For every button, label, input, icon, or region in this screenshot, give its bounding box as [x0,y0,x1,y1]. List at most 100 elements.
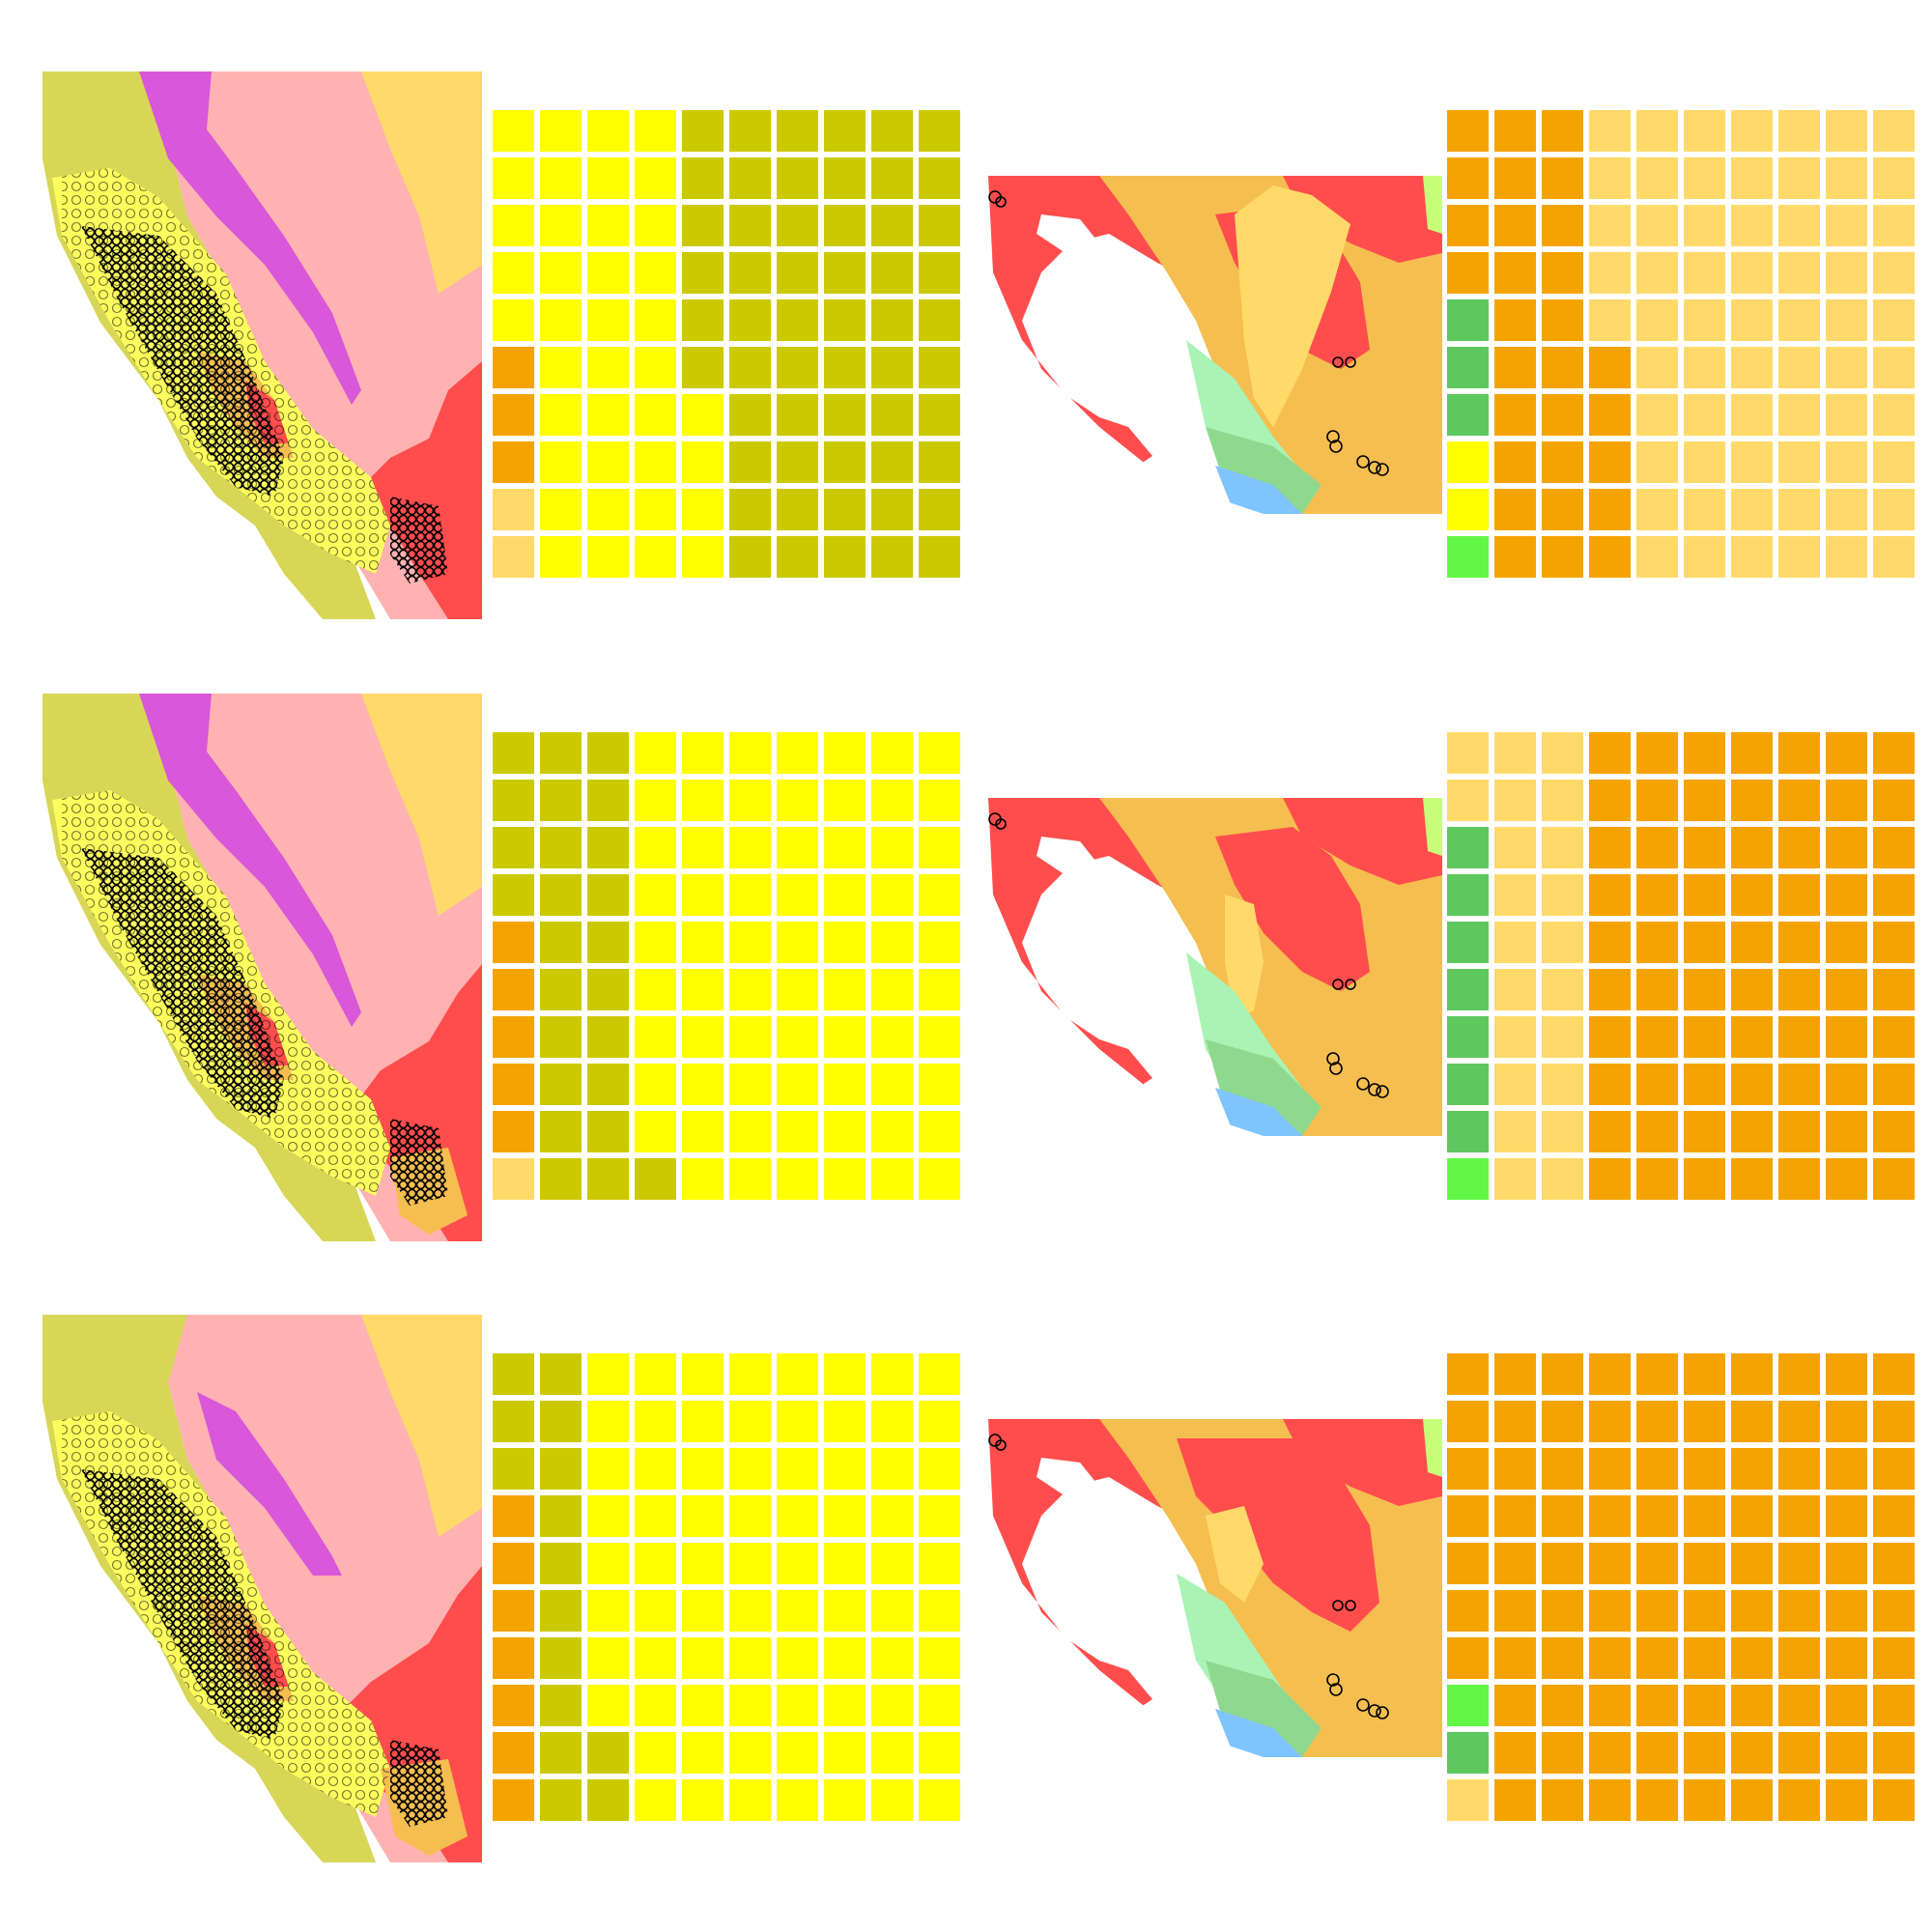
waffle-cell-light_orange [1494,1158,1536,1200]
waffle-cell-light_orange [1589,299,1631,341]
waffle-cell-yellow [824,1543,866,1584]
waffle-cell-olive [871,489,913,530]
waffle-cell-yellow [729,1543,771,1584]
waffle-cell-orange [1494,1779,1536,1821]
waffle-cell-olive [871,157,913,199]
waffle-cell-yellow [587,1590,629,1632]
waffle-cell-yellow [777,1637,818,1679]
waffle-cell-light_orange [1731,441,1773,483]
region-tropical [1423,798,1442,856]
waffle-cell-yellow [824,874,866,916]
waffle-cell-yellow [635,1353,676,1395]
waffle-cell-orange [1826,874,1867,916]
waffle-cell-yellow [635,732,676,774]
waffle-cell-olive [777,299,818,341]
waffle-cell-olive [729,536,771,578]
waffle-cell-orange [1873,1543,1915,1584]
waffle-cell-olive [919,489,960,530]
waffle-cell-orange [493,969,534,1010]
waffle-cell-orange [1636,1685,1678,1726]
waffle-cell-orange [1636,1779,1678,1821]
waffle-cell-orange [1873,969,1915,1010]
waffle-cell-orange [1873,1064,1915,1105]
waffle-cell-orange [1494,536,1536,578]
region-coast-white-bg [983,914,1264,1136]
waffle-cell-orange [1447,1637,1489,1679]
waffle-cell-light_orange [1447,1779,1489,1821]
waffle-cell-orange [1636,1064,1678,1105]
waffle-cell-yellow [635,922,676,963]
waffle-cell-orange [493,1590,534,1632]
waffle-cell-orange [1589,1543,1631,1584]
waffle-cell-yellow [919,922,960,963]
waffle-cell-olive [729,110,771,152]
waffle-cell-orange [1873,1111,1915,1152]
waffle-cell-bright_green [1447,1158,1489,1200]
waffle-cell-light_orange [1873,347,1915,388]
waffle-cell-olive [587,732,629,774]
region-hot-desert [361,361,482,619]
waffle-cell-yellow [729,1590,771,1632]
waffle-cell-orange [493,1637,534,1679]
waffle-cell-orange [1542,1543,1583,1584]
waffle-cell-yellow [587,1543,629,1584]
waffle-cell-yellow [635,205,676,246]
waffle-cell-orange [1447,252,1489,294]
waffle-cell-orange [1636,1401,1678,1442]
waffle-cell-orange [1684,922,1725,963]
region-foothills [1099,798,1442,1136]
waffle-cell-yellow [777,732,818,774]
waffle-cell-orange [1542,1590,1583,1632]
waffle-cell-light_orange [1589,157,1631,199]
waffle-cell-orange [1873,1353,1915,1395]
waffle-cell-orange [1542,205,1583,246]
waffle-cell-yellow [919,1016,960,1058]
waffle-cell-orange [1494,157,1536,199]
waffle-chart-row1-left [493,110,960,578]
waffle-cell-orange [1542,394,1583,436]
waffle-cell-yellow [493,205,534,246]
waffle-cell-light_orange [1684,252,1725,294]
waffle-cell-orange [1873,780,1915,821]
waffle-cell-yellow [682,827,724,868]
waffle-cell-light_orange [1873,252,1915,294]
waffle-cell-light_orange [1873,157,1915,199]
waffle-cell-yellow [682,1732,724,1774]
waffle-cell-orange [1684,1401,1725,1442]
waffle-cell-orange [1873,1448,1915,1490]
waffle-cell-orange [1873,1495,1915,1537]
waffle-cell-light_orange [1636,205,1678,246]
waffle-cell-yellow [777,1448,818,1490]
waffle-cell-yellow [682,732,724,774]
waffle-cell-light_orange [1873,536,1915,578]
waffle-cell-light_orange [1589,205,1631,246]
waffle-cell-light_orange [1873,489,1915,530]
waffle-cell-olive [587,1779,629,1821]
waffle-cell-light_orange [1684,489,1725,530]
waffle-cell-yellow [682,1158,724,1200]
waffle-cell-yellow [635,110,676,152]
waffle-cell-olive [777,441,818,483]
waffle-cell-orange [493,1495,534,1537]
waffle-cell-orange [1731,874,1773,916]
waffle-cell-olive [540,1111,582,1152]
waffle-cell-light_orange [1731,489,1773,530]
waffle-cell-orange [1778,1158,1820,1200]
waffle-cell-olive [919,441,960,483]
waffle-cell-light_orange [1494,732,1536,774]
waffle-cell-orange [1636,922,1678,963]
waffle-cell-yellow [871,1543,913,1584]
waffle-cell-olive [729,205,771,246]
waffle-cell-yellow [635,394,676,436]
waffle-cell-orange [1542,157,1583,199]
waffle-cell-green [1447,1111,1489,1152]
waffle-cell-yellow [729,1111,771,1152]
waffle-cell-olive [871,394,913,436]
waffle-cell-orange [1731,1353,1773,1395]
waffle-cell-light_orange [1589,110,1631,152]
waffle-cell-light_orange [1542,1064,1583,1105]
california-map-row3 [43,1315,482,1862]
waffle-cell-yellow [540,394,582,436]
waffle-cell-yellow [682,1016,724,1058]
waffle-cell-light_orange [1542,827,1583,868]
